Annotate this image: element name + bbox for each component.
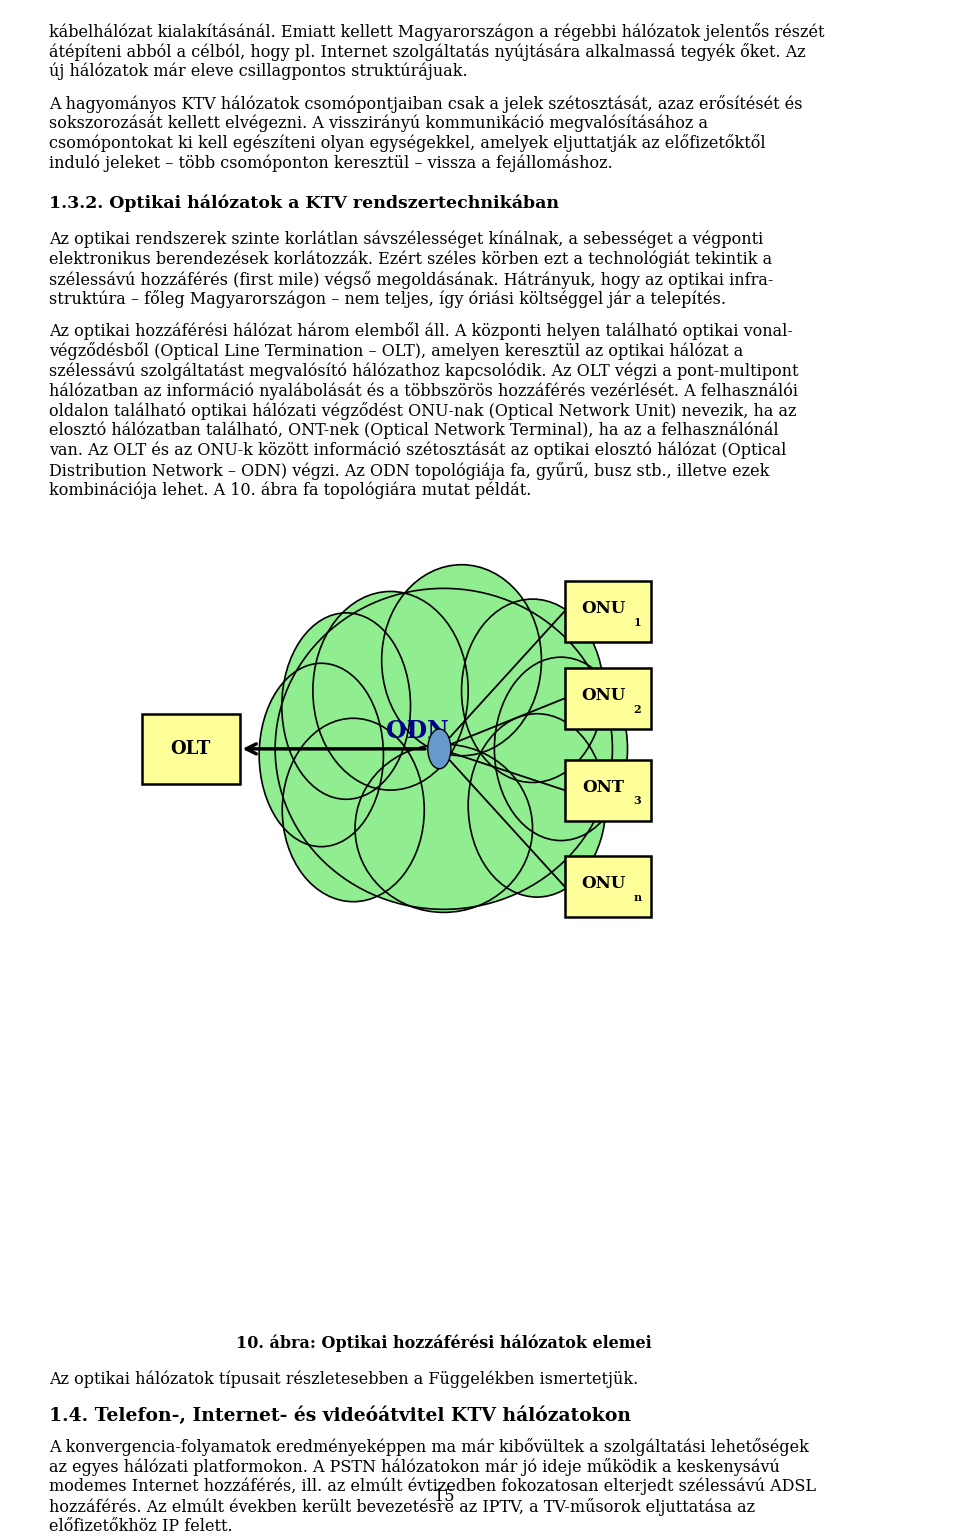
Text: sokszorozását kellett elvégezni. A visszirányú kommunikáció megvalósításához a: sokszorozását kellett elvégezni. A vissz… [49,115,708,132]
Ellipse shape [282,718,424,902]
Text: 10. ábra: Optikai hozzáférési hálózatok elemei: 10. ábra: Optikai hozzáférési hálózatok … [236,1334,652,1351]
Text: új hálózatok már eleve csillagpontos struktúrájuak.: új hálózatok már eleve csillagpontos str… [49,63,468,80]
Ellipse shape [468,713,606,898]
Text: előfizetőkhöz IP felett.: előfizetőkhöz IP felett. [49,1517,232,1534]
Text: szélessávú szolgáltatást megvalósító hálózathoz kapcsolódik. Az OLT végzi a pont: szélessávú szolgáltatást megvalósító hál… [49,363,799,380]
Text: 1: 1 [634,616,641,627]
Text: hálózatban az információ nyalábolását és a többszörös hozzáférés vezérlését. A f: hálózatban az információ nyalábolását és… [49,383,798,400]
FancyBboxPatch shape [564,669,652,729]
Text: kombinációja lehet. A 10. ábra fa topológiára mutat példát.: kombinációja lehet. A 10. ábra fa topoló… [49,481,531,500]
Text: kábelhálózat kialakításánál. Emiatt kellett Magyarországon a régebbi hálózatok j: kábelhálózat kialakításánál. Emiatt kell… [49,23,825,41]
Ellipse shape [313,592,468,790]
Text: ONU: ONU [582,875,626,891]
Text: Az optikai hálózatok típusait részletesebben a Függelékben ismertetjük.: Az optikai hálózatok típusait részletese… [49,1371,638,1388]
Text: struktúra – főleg Magyarországon – nem teljes, így óriási költséggel jár a telep: struktúra – főleg Magyarországon – nem t… [49,290,726,309]
Text: Az optikai rendszerek szinte korlátlan sávszélességet kínálnak, a sebességet a v: Az optikai rendszerek szinte korlátlan s… [49,231,763,249]
Text: 2: 2 [634,704,641,715]
Text: az egyes hálózati platformokon. A PSTN hálózatokon már jó ideje működik a kesken: az egyes hálózati platformokon. A PSTN h… [49,1459,780,1476]
Ellipse shape [282,613,411,799]
Text: induló jeleket – több csomóponton keresztül – vissza a fejállomáshoz.: induló jeleket – több csomóponton keresz… [49,154,612,172]
Text: átépíteni abból a célból, hogy pl. Internet szolgáltatás nyújtására alkalmassá t: átépíteni abból a célból, hogy pl. Inter… [49,43,805,61]
Text: végződésből (Optical Line Termination – OLT), amelyen keresztül az optikai hálóz: végződésből (Optical Line Termination – … [49,343,743,360]
Ellipse shape [382,564,541,756]
FancyBboxPatch shape [142,713,240,784]
Text: elektronikus berendezések korlátozzák. Ezért széles körben ezt a technológiát te: elektronikus berendezések korlátozzák. E… [49,251,772,267]
Ellipse shape [259,664,383,847]
Text: Distribution Network – ODN) végzi. Az ODN topológiája fa, gyűrű, busz stb., ille: Distribution Network – ODN) végzi. Az OD… [49,461,769,480]
FancyBboxPatch shape [564,759,652,821]
Ellipse shape [355,744,533,913]
Text: csomópontokat ki kell egészíteni olyan egységekkel, amelyek eljuttatják az előfi: csomópontokat ki kell egészíteni olyan e… [49,135,765,152]
Text: n: n [634,891,641,902]
Text: OLT: OLT [171,739,211,758]
FancyBboxPatch shape [564,581,652,642]
Text: van. Az OLT és az ONU-k között információ szétosztását az optikai elosztó hálóza: van. Az OLT és az ONU-k között informáci… [49,441,786,460]
Text: ONU: ONU [582,687,626,704]
Ellipse shape [494,658,628,841]
Text: oldalon található optikai hálózati végződést ONU-nak (Optical Network Unit) neve: oldalon található optikai hálózati végző… [49,403,796,420]
Text: 1.3.2. Optikai hálózatok a KTV rendszertechnikában: 1.3.2. Optikai hálózatok a KTV rendszert… [49,194,559,212]
Ellipse shape [276,589,612,910]
Text: ODN: ODN [386,718,448,742]
Text: modemes Internet hozzáférés, ill. az elmúlt évtizedben fokozatosan elterjedt szé: modemes Internet hozzáférés, ill. az elm… [49,1479,816,1496]
FancyBboxPatch shape [564,856,652,918]
Text: ONT: ONT [583,779,625,796]
Text: 1.4. Telefon-, Internet- és videóátvitel KTV hálózatokon: 1.4. Telefon-, Internet- és videóátvitel… [49,1406,631,1425]
Text: A konvergencia-folyamatok eredményeképpen ma már kibővültek a szolgáltatási lehe: A konvergencia-folyamatok eredményeképpe… [49,1439,808,1456]
Text: A hagyományos KTV hálózatok csomópontjaiban csak a jelek szétosztását, azaz erős: A hagyományos KTV hálózatok csomópontjai… [49,95,803,112]
Text: 15: 15 [434,1488,454,1505]
Text: elosztó hálózatban található, ONT-nek (Optical Network Terminal), ha az a felhas: elosztó hálózatban található, ONT-nek (O… [49,421,779,440]
Text: ONU: ONU [582,599,626,616]
Circle shape [428,729,451,768]
Text: szélessávú hozzáférés (first mile) végső megoldásának. Hátrányuk, hogy az optika: szélessávú hozzáférés (first mile) végső… [49,271,773,289]
Ellipse shape [462,599,604,782]
Text: hozzáférés. Az elmúlt években került bevezetésre az IPTV, a TV-műsorok eljuttatá: hozzáférés. Az elmúlt években került bev… [49,1497,755,1515]
Text: 3: 3 [634,795,641,807]
Text: Az optikai hozzáférési hálózat három elemből áll. A központi helyen található op: Az optikai hozzáférési hálózat három ele… [49,323,793,341]
